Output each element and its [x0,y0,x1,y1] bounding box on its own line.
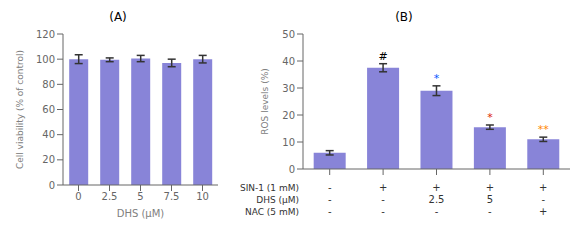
svg-text:-: - [328,182,332,193]
svg-text:+: + [539,182,547,193]
html-text:(A): (A) [109,10,127,24]
html-text:(B): (B) [395,10,413,24]
svg-text:ROS levels (%): ROS levels (%) [260,68,270,134]
svg-text:NAC (5 mM): NAC (5 mM) [245,207,299,217]
svg-text:50: 50 [282,29,295,40]
svg-text:7.5: 7.5 [164,191,180,202]
svg-text:*: * [487,111,493,124]
svg-text:80: 80 [42,79,55,90]
svg-text:10: 10 [282,137,295,148]
svg-text:+: + [486,182,494,193]
svg-text:0: 0 [289,164,295,175]
svg-text:SIN-1 (1 mM): SIN-1 (1 mM) [240,183,299,193]
svg-text:5: 5 [487,194,493,205]
svg-text:2.5: 2.5 [102,191,118,202]
svg-text:+: + [432,182,440,193]
svg-text:-: - [435,206,439,217]
svg-text:60: 60 [42,104,55,115]
svg-text:-: - [328,194,332,205]
svg-text:#: # [378,50,387,63]
svg-text:5: 5 [137,191,143,202]
svg-text:20: 20 [282,110,295,121]
svg-text:+: + [539,206,547,217]
svg-text:*: * [434,72,440,85]
svg-text:10: 10 [196,191,209,202]
svg-text:+: + [379,182,387,193]
svg-text:Cell viability (% of control): Cell viability (% of control) [15,50,25,169]
svg-text:**: ** [538,123,550,136]
svg-text:30: 30 [282,83,295,94]
svg-text:100: 100 [36,54,55,65]
svg-text:-: - [381,206,385,217]
svg-text:120: 120 [36,29,55,40]
svg-text:0: 0 [49,180,55,191]
svg-text:40: 40 [282,56,295,67]
svg-text:2.5: 2.5 [429,194,445,205]
svg-text:-: - [328,206,332,217]
svg-text:20: 20 [42,154,55,165]
svg-text:DHS (μM): DHS (μM) [256,195,299,205]
svg-text:-: - [381,194,385,205]
svg-text:-: - [488,206,492,217]
svg-text:DHS (μM): DHS (μM) [117,208,165,219]
svg-text:-: - [541,194,545,205]
svg-text:0: 0 [75,191,81,202]
svg-text:40: 40 [42,129,55,140]
